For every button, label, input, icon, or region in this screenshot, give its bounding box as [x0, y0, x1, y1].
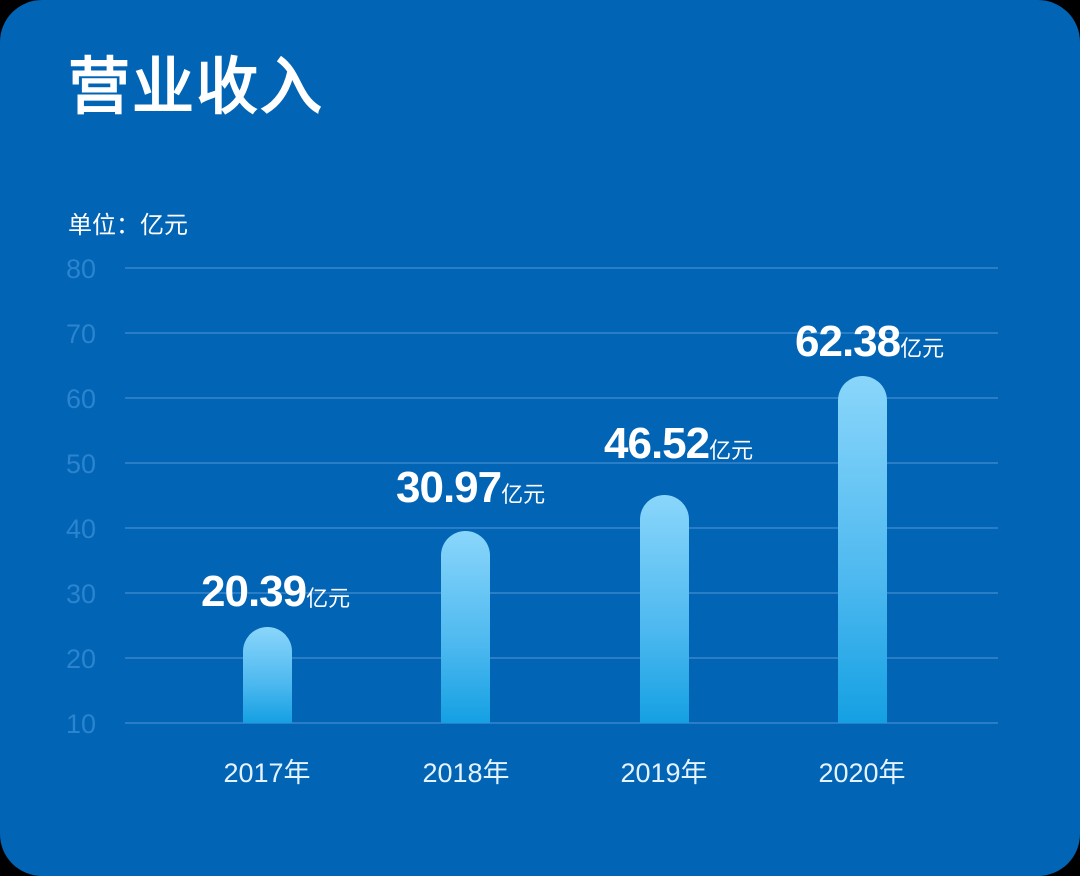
gridline-40: [125, 527, 998, 529]
x-tick-2020: 2020年: [818, 758, 906, 788]
value-number: 62.38: [795, 317, 901, 366]
value-number: 30.97: [396, 463, 502, 512]
value-label-2018: 30.97亿元: [396, 466, 545, 510]
x-tick-2018: 2018年: [422, 758, 510, 788]
gridline-60: [125, 397, 998, 399]
bar-2018: [441, 531, 490, 723]
value-label-2020: 62.38亿元: [795, 320, 944, 364]
bar-2019: [640, 495, 689, 723]
gridline-70: [125, 332, 998, 334]
gridline-30: [125, 592, 998, 594]
value-number: 20.39: [201, 567, 307, 616]
gridline-20: [125, 657, 998, 659]
gridline-80: [125, 267, 998, 269]
gridline-10: [125, 722, 998, 724]
bar-2017: [243, 627, 292, 723]
value-unit: 亿元: [709, 439, 754, 464]
y-tick-50: 50: [66, 449, 97, 479]
bar-2020: [838, 376, 887, 723]
chart-title: 营业收入: [68, 50, 325, 123]
y-tick-30: 30: [66, 579, 97, 609]
unit-label: 单位：亿元: [68, 211, 188, 239]
value-number: 46.52: [604, 419, 710, 468]
value-label-2019: 46.52亿元: [604, 422, 753, 466]
y-tick-60: 60: [66, 384, 97, 414]
y-tick-40: 40: [66, 514, 97, 544]
y-tick-10: 10: [66, 709, 97, 739]
value-unit: 亿元: [900, 337, 945, 362]
y-tick-20: 20: [66, 644, 97, 674]
y-tick-70: 70: [66, 319, 97, 349]
value-unit: 亿元: [306, 587, 351, 612]
gridline-50: [125, 462, 998, 464]
y-tick-80: 80: [66, 254, 97, 284]
value-label-2017: 20.39亿元: [201, 570, 350, 614]
x-tick-2017: 2017年: [223, 758, 311, 788]
x-tick-2019: 2019年: [620, 758, 708, 788]
value-unit: 亿元: [501, 483, 546, 508]
